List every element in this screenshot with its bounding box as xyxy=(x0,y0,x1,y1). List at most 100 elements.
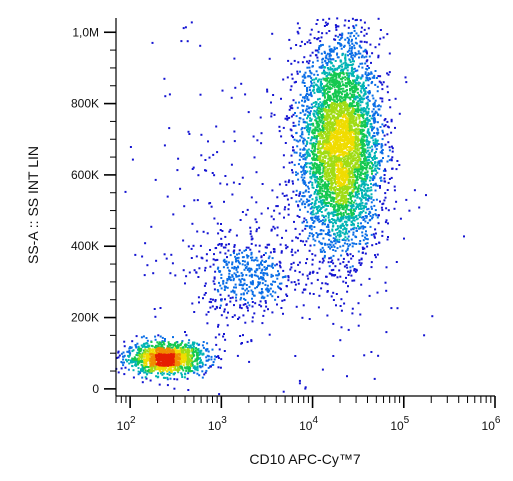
event-dot xyxy=(321,122,324,125)
event-dot xyxy=(371,177,374,180)
event-dot xyxy=(381,100,384,103)
event-dot xyxy=(209,306,212,309)
event-dot xyxy=(245,287,248,290)
event-dot xyxy=(374,110,377,113)
event-dot xyxy=(307,93,310,96)
event-dot xyxy=(342,68,345,71)
event-dot xyxy=(138,354,141,356)
event-dot xyxy=(301,291,304,294)
event-dot xyxy=(332,111,335,114)
event-dot xyxy=(341,65,344,68)
event-dot xyxy=(360,222,362,225)
event-dot xyxy=(300,155,303,158)
event-dot xyxy=(325,92,328,95)
event-dot xyxy=(219,251,222,254)
event-dot xyxy=(383,174,386,176)
event-dot xyxy=(212,280,215,283)
event-dot xyxy=(363,97,365,100)
event-dot xyxy=(321,178,323,181)
event-dot xyxy=(371,94,374,97)
event-dot xyxy=(265,305,268,308)
event-dot xyxy=(366,170,369,173)
event-dot xyxy=(376,139,379,142)
event-dot xyxy=(164,376,167,379)
event-dot xyxy=(327,234,330,236)
event-dot xyxy=(299,208,301,211)
event-dot xyxy=(362,81,365,84)
event-dot xyxy=(366,164,368,167)
event-dot xyxy=(333,157,336,160)
event-dot xyxy=(328,79,331,82)
event-dot xyxy=(301,109,304,112)
event-dot xyxy=(367,27,370,30)
event-dot xyxy=(321,92,324,95)
event-dot xyxy=(369,153,372,156)
event-dot xyxy=(188,271,191,274)
event-dot xyxy=(379,97,382,100)
event-dot xyxy=(369,160,372,163)
event-dot xyxy=(141,346,144,348)
event-dot xyxy=(361,147,364,150)
event-dot xyxy=(384,221,387,224)
event-dot xyxy=(251,280,254,283)
event-dot xyxy=(356,193,359,196)
event-dot xyxy=(325,109,327,111)
event-dot xyxy=(374,213,377,216)
event-dot xyxy=(239,306,241,309)
event-dot xyxy=(240,293,243,296)
event-dot xyxy=(348,107,351,110)
event-dot xyxy=(345,197,348,200)
event-dot xyxy=(327,94,330,97)
event-dot xyxy=(347,274,350,276)
event-dot xyxy=(364,110,367,112)
event-dot xyxy=(341,90,344,93)
event-dot xyxy=(342,202,344,205)
event-dot xyxy=(311,144,314,147)
event-dot xyxy=(362,94,365,97)
event-dot xyxy=(354,105,357,107)
event-dot xyxy=(320,44,323,47)
event-dot xyxy=(358,159,361,161)
event-dot xyxy=(298,120,301,123)
event-dot xyxy=(349,243,351,246)
event-dot xyxy=(330,261,333,263)
event-dot xyxy=(258,291,261,294)
event-dot xyxy=(231,275,234,278)
event-dot xyxy=(346,266,349,269)
event-dot xyxy=(299,117,302,120)
event-dot xyxy=(320,232,323,235)
event-dot xyxy=(333,205,336,208)
event-dot xyxy=(355,207,357,210)
event-dot xyxy=(311,163,314,166)
event-dot xyxy=(190,349,193,352)
event-dot xyxy=(219,304,222,307)
event-dot xyxy=(379,37,382,40)
event-dot xyxy=(245,284,248,286)
event-dot xyxy=(239,335,242,337)
event-dot xyxy=(204,266,207,269)
event-dot xyxy=(356,149,359,152)
event-dot xyxy=(308,225,311,228)
event-dot xyxy=(342,216,344,218)
event-dot xyxy=(197,349,200,352)
event-dot xyxy=(371,129,373,132)
event-dot xyxy=(120,367,123,370)
event-dot xyxy=(350,67,353,70)
event-dot xyxy=(280,135,283,138)
event-dot xyxy=(350,176,353,179)
event-dot xyxy=(345,203,348,206)
event-dot xyxy=(345,113,348,115)
event-dot xyxy=(334,190,337,193)
event-dot xyxy=(357,34,360,37)
event-dot xyxy=(321,192,323,195)
event-dot xyxy=(328,114,331,116)
event-dot xyxy=(322,156,325,159)
event-dot xyxy=(326,131,329,134)
event-dot xyxy=(294,288,297,291)
event-dot xyxy=(370,71,373,74)
event-dot xyxy=(186,40,189,43)
event-dot xyxy=(283,208,286,211)
event-dot xyxy=(346,82,349,85)
event-dot xyxy=(336,84,339,87)
event-dot xyxy=(338,188,341,191)
